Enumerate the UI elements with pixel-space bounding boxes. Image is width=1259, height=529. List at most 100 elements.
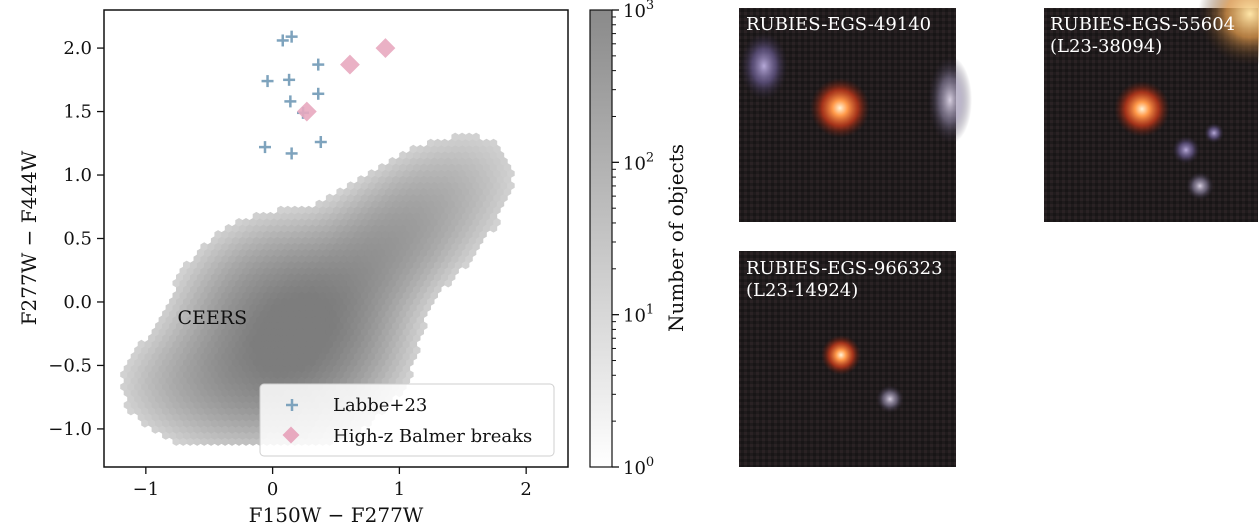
density-hex (231, 248, 240, 257)
density-hex (162, 406, 170, 416)
density-hex (332, 303, 341, 312)
density-hex (378, 333, 386, 343)
density-hex (402, 364, 411, 373)
density-hex (183, 431, 191, 440)
density-hex (259, 272, 268, 282)
density-hex (402, 303, 411, 312)
density-hex (165, 315, 173, 324)
density-hex (427, 260, 435, 270)
density-hex (350, 345, 358, 355)
density-hex (346, 376, 355, 385)
density-hex (322, 358, 330, 367)
density-hex (437, 266, 445, 276)
density-hex (406, 333, 414, 343)
density-hex (256, 364, 264, 373)
density-hex (388, 157, 397, 166)
density-hex (120, 382, 128, 392)
density-hex (179, 339, 187, 349)
density-hex (301, 272, 309, 282)
density-hex (158, 315, 166, 324)
density-hex (402, 339, 411, 349)
density-hex (364, 358, 372, 367)
density-hex (343, 236, 351, 245)
density-hex (378, 248, 386, 257)
density-hex (203, 321, 212, 331)
density-hex (475, 175, 484, 184)
density-hex (141, 382, 149, 392)
density-hex (468, 224, 477, 233)
density-hex (228, 303, 236, 312)
density-hex (305, 352, 313, 361)
density-hex (353, 315, 362, 324)
density-hex (224, 406, 233, 416)
density-hex (430, 144, 438, 154)
density-hex (130, 352, 139, 361)
density-hex (231, 309, 240, 318)
density-hex (193, 437, 201, 446)
density-hex (413, 211, 421, 221)
density-hex (249, 278, 257, 288)
density-hex (451, 169, 459, 178)
density-hex (486, 169, 494, 178)
density-hex (399, 211, 407, 221)
density-hex (350, 370, 358, 379)
density-hex (301, 321, 309, 331)
density-hex (346, 339, 355, 349)
density-hex (270, 364, 278, 373)
density-hex (427, 199, 435, 209)
density-hex (141, 394, 149, 404)
density-hex (402, 169, 411, 178)
density-hex (169, 321, 177, 331)
density-hex (214, 352, 222, 361)
density-hex (158, 327, 166, 337)
density-hex (395, 230, 404, 239)
density-hex (489, 224, 498, 233)
density-hex (441, 187, 449, 197)
density-hex (134, 358, 142, 367)
density-hex (371, 309, 379, 318)
density-hex (385, 272, 393, 282)
density-hex (378, 211, 386, 221)
density-hex (179, 364, 187, 373)
density-hex (252, 224, 261, 233)
density-hex (315, 345, 323, 355)
density-hex (134, 394, 142, 404)
density-hex (319, 339, 327, 349)
density-hex (256, 327, 264, 337)
density-hex (224, 345, 233, 355)
density-hex (134, 382, 142, 392)
density-hex (294, 333, 302, 343)
density-hex (203, 431, 212, 440)
density-hex (238, 260, 247, 270)
density-hex (301, 248, 309, 257)
density-hex (388, 254, 397, 264)
density-hex (127, 370, 135, 379)
density-hex (312, 278, 320, 288)
density-hex (252, 321, 261, 331)
density-hex (395, 242, 404, 251)
density-hex (367, 278, 376, 288)
density-hex (402, 315, 411, 324)
density-hex (434, 175, 442, 184)
density-hex (273, 224, 282, 233)
density-hex (367, 291, 376, 300)
density-hex (291, 266, 299, 276)
density-hex (319, 327, 327, 337)
density-hex (479, 144, 487, 154)
density-hex (416, 254, 424, 264)
density-hex (336, 321, 344, 331)
density-hex (339, 205, 348, 215)
density-hex (388, 230, 397, 239)
density-hex (123, 364, 132, 373)
density-hex (193, 315, 201, 324)
density-hex (186, 364, 194, 373)
density-hex (423, 218, 431, 227)
density-hex (395, 254, 404, 264)
density-hex (294, 224, 302, 233)
density-hex (287, 260, 295, 270)
density-hex (381, 376, 390, 385)
density-hex (186, 327, 194, 337)
density-hex (388, 278, 397, 288)
density-hex (190, 297, 198, 306)
density-hex (249, 376, 257, 385)
